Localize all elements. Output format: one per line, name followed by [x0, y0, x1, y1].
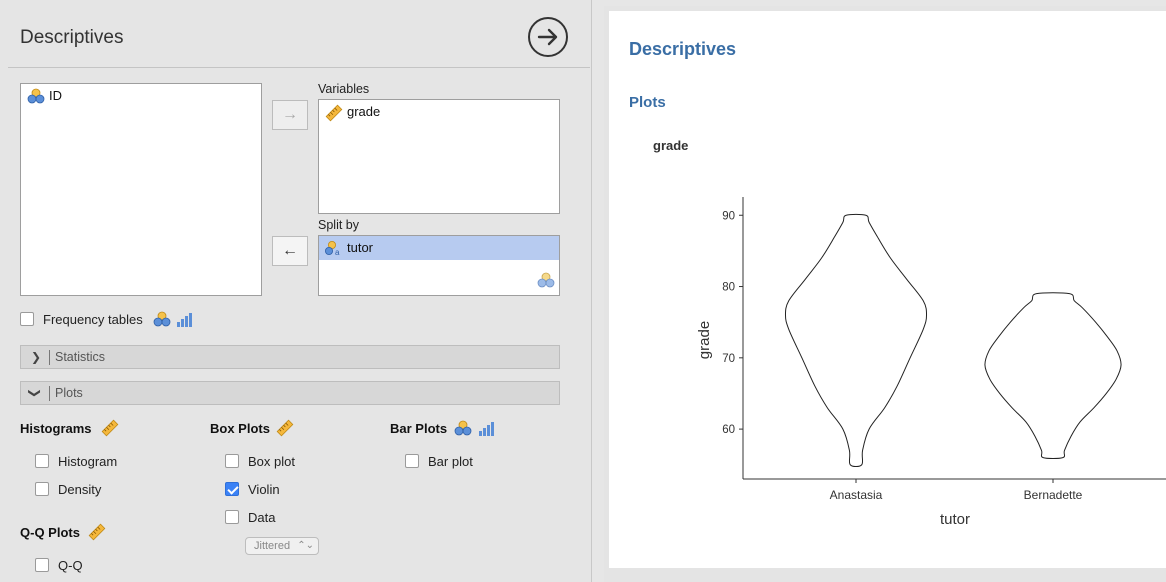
results-variable-title: grade — [653, 138, 689, 153]
bar-plots-heading: Bar Plots — [390, 421, 448, 436]
bar-plot-label: Bar plot — [428, 454, 473, 469]
data-mode-value: Jittered — [254, 540, 291, 552]
panel-title: Descriptives — [20, 27, 124, 48]
data-mode-select[interactable]: Jittered ⌃⌄ — [245, 537, 319, 555]
nominal-text-variable-icon: a — [325, 240, 343, 264]
continuous-variable-icon — [101, 419, 119, 440]
variable-item-grade[interactable]: grade — [319, 100, 559, 124]
box-plot-checkbox[interactable] — [225, 454, 239, 468]
variable-name: grade — [347, 104, 381, 119]
density-checkbox[interactable] — [35, 482, 49, 496]
move-to-variables-button[interactable]: → — [272, 100, 308, 130]
plots-section-label: Plots — [55, 386, 83, 400]
histogram-checkbox[interactable] — [35, 454, 49, 468]
frequency-tables-checkbox[interactable] — [20, 312, 34, 326]
ordinal-variable-icon — [176, 312, 192, 330]
statistics-section-label: Statistics — [55, 350, 106, 364]
histogram-label: Histogram — [58, 454, 118, 469]
results-document: Descriptives Plots grade 60 70 80 90 Anastas… — [609, 11, 1166, 568]
split-by-list[interactable]: a tutor — [318, 235, 560, 296]
variables-label: Variables — [318, 82, 370, 96]
continuous-variable-icon — [276, 419, 294, 440]
nominal-variable-icon — [27, 88, 45, 112]
go-to-results-button[interactable] — [528, 17, 568, 57]
x-axis-title: tutor — [940, 511, 970, 528]
x-tick-label: Bernadette — [1024, 488, 1083, 502]
results-panel: Descriptives Plots grade 60 70 80 90 Anastas… — [604, 6, 1166, 582]
variable-name: tutor — [347, 240, 374, 255]
nominal-variable-icon — [454, 420, 472, 439]
y-tick-label: 70 — [722, 353, 735, 365]
violin-checkbox[interactable] — [225, 482, 239, 496]
ordinal-variable-icon — [478, 421, 494, 439]
nominal-variable-icon — [153, 311, 171, 330]
move-from-split-by-button[interactable]: ← — [272, 236, 308, 266]
nominal-variable-icon — [537, 272, 555, 291]
y-tick-label: 80 — [722, 282, 735, 294]
available-variables-list[interactable]: ID — [20, 83, 262, 296]
violin-label: Violin — [248, 482, 280, 497]
variables-list[interactable]: grade — [318, 99, 560, 214]
svg-text:a: a — [335, 248, 340, 256]
results-section-title: Plots — [629, 94, 666, 111]
frequency-tables-label: Frequency tables — [43, 312, 143, 327]
arrow-right-icon — [537, 28, 558, 46]
panel-header: Descriptives — [8, 8, 590, 68]
variable-item-tutor[interactable]: a tutor — [319, 236, 559, 260]
x-tick-label: Anastasia — [830, 488, 883, 502]
density-label: Density — [58, 482, 102, 497]
continuous-variable-icon — [88, 523, 106, 544]
histograms-heading: Histograms — [20, 421, 92, 436]
violin-anastasia — [784, 213, 928, 468]
box-plots-heading: Box Plots — [210, 421, 270, 436]
statistics-section-header[interactable]: ❯ Statistics — [20, 345, 560, 369]
qq-plots-heading: Q-Q Plots — [20, 525, 80, 540]
variable-item-id[interactable]: ID — [21, 84, 261, 108]
y-tick-label: 90 — [722, 210, 735, 222]
y-axis-title: grade — [696, 321, 713, 359]
qq-label: Q-Q — [58, 558, 83, 573]
options-panel: Descriptives ID → ← Variables — [0, 0, 592, 582]
bar-plot-checkbox[interactable] — [405, 454, 419, 468]
results-title: Descriptives — [629, 39, 737, 59]
qq-checkbox[interactable] — [35, 558, 49, 572]
select-arrows-icon: ⌃⌄ — [297, 540, 314, 551]
box-plot-label: Box plot — [248, 454, 295, 469]
violin-bernadette — [984, 292, 1122, 460]
chevron-down-icon: ❯ — [28, 387, 43, 399]
continuous-variable-icon — [325, 104, 343, 130]
violin-chart: 60 70 80 90 Anastasia Bernadette tutor grade — [696, 197, 1166, 528]
data-label: Data — [248, 510, 276, 525]
plots-section-header[interactable]: ❯ Plots — [20, 381, 560, 405]
y-tick-label: 60 — [722, 424, 735, 436]
chevron-right-icon: ❯ — [31, 350, 42, 364]
data-checkbox[interactable] — [225, 510, 239, 524]
split-by-label: Split by — [318, 218, 359, 232]
variable-name: ID — [49, 88, 62, 103]
